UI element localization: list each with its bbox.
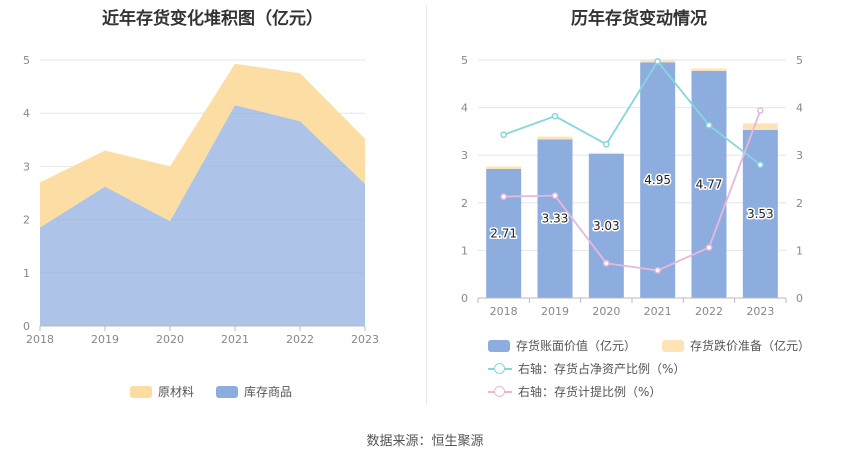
y-tick-label: 3	[461, 149, 468, 162]
bar-impairment	[691, 68, 727, 71]
legend-swatch-net-asset-ratio	[488, 362, 512, 375]
legend-label-provision-ratio: 右轴：存货计提比例（%）	[518, 385, 662, 399]
x-tick-label: 2019	[541, 305, 569, 318]
y-tick-label: 3	[23, 160, 30, 173]
x-tick-label: 2022	[695, 305, 723, 318]
bar-data-label: 2.71	[490, 227, 517, 241]
bar-data-label: 4.95	[644, 173, 671, 187]
bar-data-label: 3.33	[542, 212, 569, 226]
y-tick-label: 4	[461, 102, 468, 115]
bar-impairment	[588, 152, 624, 154]
bar-book-value	[537, 139, 573, 298]
stacked-area-chart-panel: 近年存货变化堆积图（亿元） 0 1 2 3 4 5 2018 2019 2020 2021 2022…	[0, 0, 425, 410]
y-tick-label: 5	[23, 54, 30, 67]
point-provision-ratio	[654, 267, 662, 274]
y-tick-label: 2	[461, 197, 468, 210]
legend-swatch-impairment	[662, 339, 685, 352]
legend-swatch-provision-ratio	[488, 385, 512, 398]
bar-book-value	[486, 169, 522, 298]
x-tick-label: 2020	[156, 333, 184, 346]
point-provision-ratio	[602, 259, 610, 267]
y2-tick-label: 5	[796, 54, 803, 67]
legend-label-inventory-goods: 库存商品	[244, 385, 293, 399]
y-tick-label: 4	[23, 107, 30, 120]
bar-line-chart: 0 1 2 3 4 5 0 1 2 3 4 5 2018 2019 2020 2021 2022 2023 2.71…	[461, 54, 803, 318]
x-tick-label: 2019	[91, 333, 119, 346]
bar-book-value	[640, 62, 676, 298]
left-chart-title: 近年存货变化堆积图（亿元）	[102, 9, 323, 29]
bar-data-label: 3.03	[593, 219, 620, 233]
point-provision-ratio	[500, 193, 508, 200]
x-tick-label: 2021	[644, 305, 672, 318]
y-tick-label: 1	[461, 244, 468, 257]
bar-book-value	[742, 129, 778, 298]
y-tick-label: 5	[461, 54, 468, 67]
right-legend-line2: 右轴：存货计提比例（%）	[488, 383, 661, 400]
panel-divider	[426, 5, 427, 405]
point-net-asset-ratio	[654, 58, 662, 65]
y-tick-label: 0	[461, 292, 468, 305]
x-tick-label: 2020	[592, 305, 620, 318]
point-net-asset-ratio	[705, 121, 713, 129]
y-tick-label: 2	[23, 214, 30, 227]
bar-book-value	[588, 153, 624, 298]
bar-impairment	[537, 136, 573, 140]
bar-data-label: 3.53	[747, 207, 774, 221]
x-tick-label: 2022	[286, 333, 314, 346]
bar-impairment	[486, 166, 522, 170]
x-tick-label: 2018	[26, 333, 54, 346]
data-source-note: 数据来源：恒生聚源	[366, 434, 484, 449]
area-raw-material	[40, 63, 365, 228]
point-provision-ratio	[551, 192, 559, 200]
point-net-asset-ratio	[500, 131, 508, 139]
legend-label-raw-material: 原材料	[158, 385, 195, 399]
right-legend-line1: 右轴：存货占净资产比例（%）	[488, 360, 685, 377]
line-net-asset-ratio	[503, 59, 761, 166]
bar-impairment	[742, 123, 778, 130]
point-net-asset-ratio	[551, 112, 559, 120]
legend-label-impairment: 存货跌价准备（亿元）	[690, 339, 811, 353]
y-tick-label: 1	[23, 267, 30, 280]
x-tick-label: 2018	[490, 305, 518, 318]
y-tick-label: 0	[23, 320, 30, 333]
area-inventory-goods	[40, 105, 365, 326]
bar-data-label: 4.77	[696, 177, 723, 191]
legend-swatch-inventory-goods	[216, 385, 239, 398]
x-tick-label: 2023	[746, 305, 774, 318]
y2-tick-label: 4	[796, 102, 803, 115]
point-provision-ratio	[705, 244, 713, 251]
bar-book-value	[691, 70, 727, 298]
x-tick-label: 2023	[351, 333, 379, 346]
line-provision-ratio	[503, 110, 762, 272]
stacked-area-chart: 0 1 2 3 4 5 2018 2019 2020 2021 2022 2023	[23, 54, 379, 346]
point-net-asset-ratio	[756, 161, 764, 169]
left-legend: 原材料 库存商品	[130, 383, 292, 400]
legend-label-book-value: 存货账面价值（亿元）	[516, 339, 637, 353]
point-net-asset-ratio	[602, 140, 610, 148]
right-chart-title: 历年存货变动情况	[571, 9, 707, 29]
legend-swatch-raw-material	[130, 385, 152, 398]
y2-tick-label: 3	[796, 149, 803, 162]
right-legend-bars: 存货账面价值（亿元） 存货跌价准备（亿元）	[488, 337, 810, 354]
bar-line-chart-panel: 历年存货变动情况 0 1 2 3 4 5 0 1 2 3 4 5 2018 2019 2020 2021 202…	[428, 0, 850, 410]
y2-tick-label: 1	[796, 244, 803, 257]
y2-tick-label: 0	[796, 292, 803, 305]
point-provision-ratio	[756, 107, 764, 114]
legend-swatch-book-value	[488, 339, 510, 352]
y2-tick-label: 2	[796, 197, 803, 210]
x-tick-label: 2021	[221, 333, 249, 346]
legend-label-net-asset-ratio: 右轴：存货占净资产比例（%）	[518, 362, 686, 376]
